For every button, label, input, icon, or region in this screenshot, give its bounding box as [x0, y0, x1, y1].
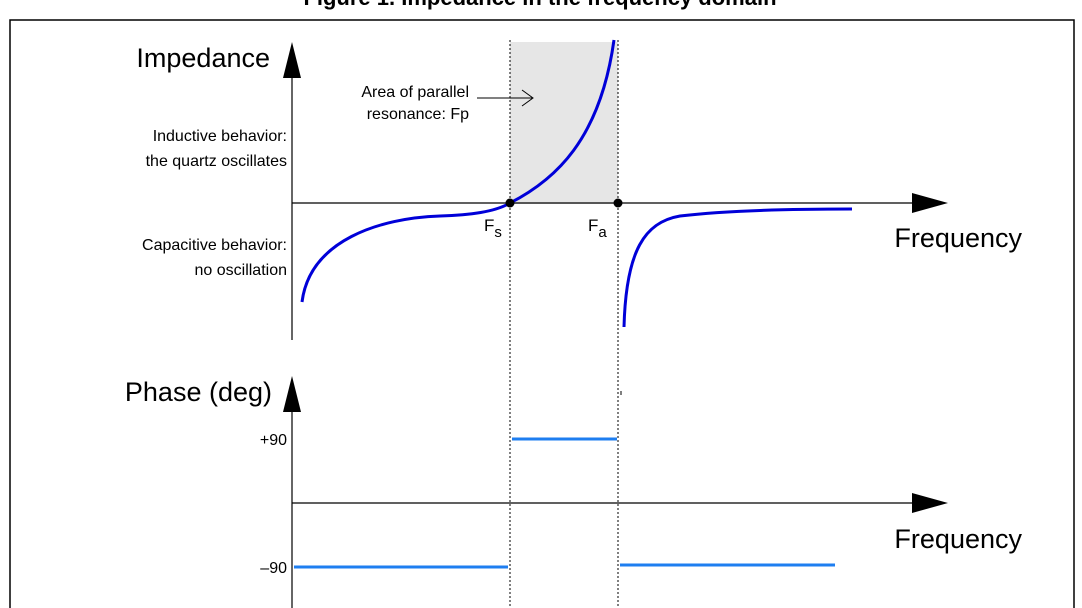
phase-axis-label: Phase (deg)	[125, 377, 272, 407]
capacitive-label-line1: Capacitive behavior:	[142, 237, 287, 254]
area-pointer-arrowhead	[521, 89, 534, 107]
phase-tick-minus90: –90	[260, 560, 287, 577]
parallel-resonance-area	[510, 42, 618, 204]
fs-label-sub: s	[494, 224, 502, 241]
impedance-curve-right	[622, 207, 853, 328]
fa-point	[613, 198, 623, 208]
impedance-y-arrowhead	[283, 42, 301, 78]
fa-label-sub: a	[598, 224, 607, 241]
fs-label-main: F	[484, 216, 494, 235]
phase-tick-plus90: +90	[260, 432, 287, 449]
inductive-label-line1: Inductive behavior:	[153, 128, 287, 145]
figure-frame	[9, 19, 1075, 608]
fa-label-main: F	[588, 216, 598, 235]
phase-x-label: Frequency	[894, 524, 1022, 554]
area-label-line1: Area of parallel	[361, 84, 469, 101]
capacitive-label-line2: no oscillation	[195, 262, 288, 279]
impedance-x-arrowhead	[912, 193, 948, 213]
figure-title: Figure 1. Impedance in the frequency dom…	[250, 0, 830, 11]
area-label-line2: resonance: Fp	[367, 106, 469, 123]
impedance-axis-label: Impedance	[136, 43, 270, 73]
impedance-x-label: Frequency	[894, 223, 1022, 253]
phase-y-arrowhead	[283, 376, 301, 412]
fa-label: Fa	[588, 216, 607, 241]
fs-label: Fs	[484, 216, 502, 241]
fs-point	[505, 198, 515, 208]
impedance-curve-left	[300, 39, 616, 303]
phase-x-arrowhead	[912, 493, 948, 513]
inductive-label-line2: the quartz oscillates	[146, 153, 287, 170]
